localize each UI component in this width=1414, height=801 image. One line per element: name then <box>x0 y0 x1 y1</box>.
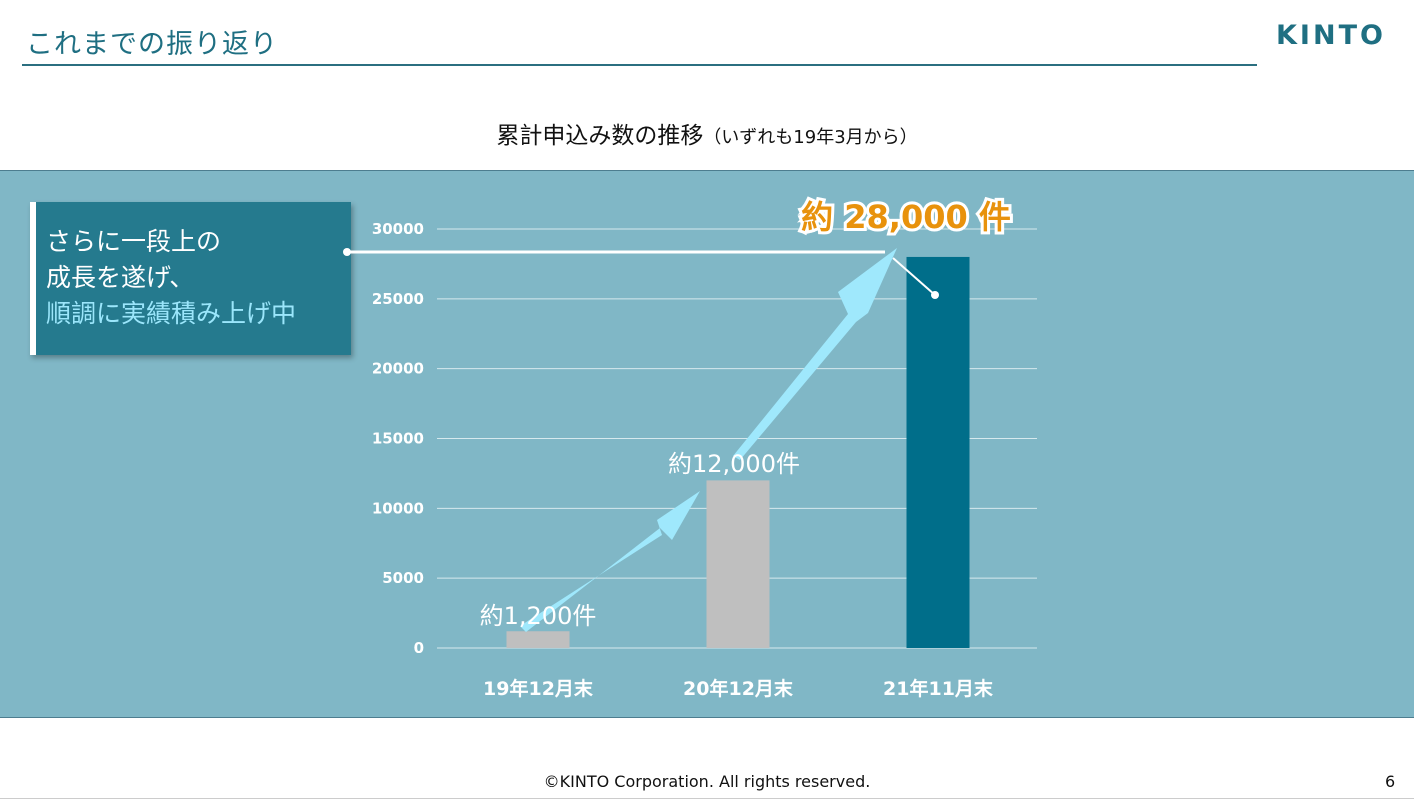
kinto-logo: KINTO <box>1276 20 1386 51</box>
label-connector <box>892 257 936 296</box>
growth-arrow-2 <box>733 248 897 460</box>
growth-arrow-1 <box>520 491 700 632</box>
callout-box: さらに一段上の 成長を遂げ、 順調に実績積み上げ中 <box>30 202 351 355</box>
y-tick-label: 30000 <box>372 220 424 238</box>
data-label: 約12,000件 <box>668 450 800 478</box>
callout-highlight: 順調に実績積み上げ中 <box>46 299 297 328</box>
connector-dot <box>931 291 939 299</box>
title-divider <box>22 64 1257 66</box>
y-tick-label: 10000 <box>372 499 424 517</box>
page-number: 6 <box>1385 772 1396 791</box>
data-label: 約 28,000 件 <box>801 198 1011 236</box>
connector-dot <box>343 248 351 256</box>
y-tick-label: 15000 <box>372 430 424 448</box>
chart-title-main: 累計申込み数の推移 <box>496 123 704 149</box>
bar <box>506 631 570 648</box>
y-tick-label: 5000 <box>382 569 424 587</box>
copyright: ©KINTO Corporation. All rights reserved. <box>543 772 871 791</box>
callout-line: 成長を遂げ、 <box>46 263 195 292</box>
chart-title-sub: （いずれも19年3月から） <box>703 127 918 148</box>
y-tick-label: 0 <box>414 639 424 657</box>
callout-line: さらに一段上の <box>46 227 222 256</box>
bar <box>706 480 770 648</box>
x-tick-label: 19年12月末 <box>483 677 594 700</box>
y-tick-label: 25000 <box>372 290 424 308</box>
chart-title: 累計申込み数の推移（いずれも19年3月から） <box>0 116 1414 150</box>
x-tick-label: 21年11月末 <box>883 677 994 700</box>
slide-title: これまでの振り返り <box>26 29 278 60</box>
bar <box>906 256 970 648</box>
data-label: 約1,200件 <box>480 602 597 630</box>
x-tick-label: 20年12月末 <box>683 677 794 700</box>
y-tick-label: 20000 <box>372 360 424 378</box>
bottom-divider <box>0 798 1414 799</box>
